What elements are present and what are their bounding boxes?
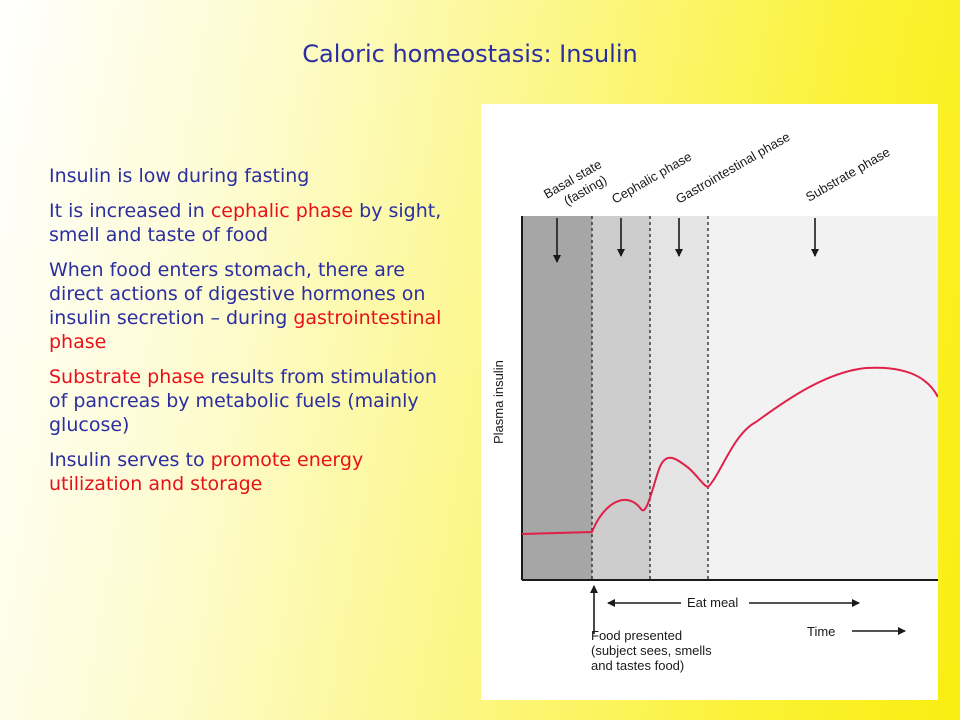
bullet-promote: Insulin serves to promote energy utiliza… [49, 448, 459, 496]
bullet-text: results from stimulation of pancreas by … [49, 366, 437, 436]
bullet-highlight: promote energy utilization and storage [49, 449, 364, 495]
bullet-text: Insulin is low during fasting [49, 165, 310, 187]
y-axis-label: Plasma insulin [491, 360, 506, 444]
food-presented-line: (subject sees, smells [591, 643, 712, 658]
bullet-highlight: cephalic phase [210, 200, 354, 222]
insulin-curve [521, 366, 938, 535]
food-presented-line: and tastes food) [591, 658, 684, 673]
insulin-phase-figure: Basal state (fasting) Cephalic phase Gas… [481, 104, 938, 700]
bullet-gastrointestinal: When food enters stomach, there are dire… [49, 258, 459, 354]
time-label: Time [807, 624, 835, 639]
slide-title: Caloric homeostasis: Insulin [302, 40, 638, 68]
phase-label-gastrointestinal: Gastrointestinal phase [673, 129, 793, 207]
band-cephalic [592, 216, 650, 580]
eat-meal-label: Eat meal [687, 595, 738, 610]
band-gastrointestinal [650, 216, 708, 580]
bullet-text: When food enters stomach, there are dire… [49, 259, 426, 329]
bullet-highlight: Substrate phase [49, 366, 205, 388]
food-presented-line: Food presented [591, 628, 682, 643]
bullet-highlight: gastrointestinal phase [49, 307, 442, 353]
bullet-text: Insulin serves to [49, 449, 211, 471]
band-substrate [708, 216, 938, 580]
bullet-substrate: Substrate phase results from stimulation… [49, 365, 459, 437]
bullet-cephalic: It is increased in cephalic phase by sig… [49, 199, 459, 247]
bullet-fasting: Insulin is low during fasting [49, 164, 459, 188]
insulin-diagram: Basal state (fasting) Cephalic phase Gas… [491, 129, 938, 673]
band-basal [522, 216, 592, 580]
bullet-text: by sight, smell and taste of food [49, 200, 442, 246]
phase-label-substrate: Substrate phase [803, 144, 893, 204]
phase-label-basal: Basal state (fasting) [541, 156, 609, 208]
bullet-text: It is increased in [49, 200, 211, 222]
bullet-list: Insulin is low during fasting It is incr… [49, 164, 459, 507]
